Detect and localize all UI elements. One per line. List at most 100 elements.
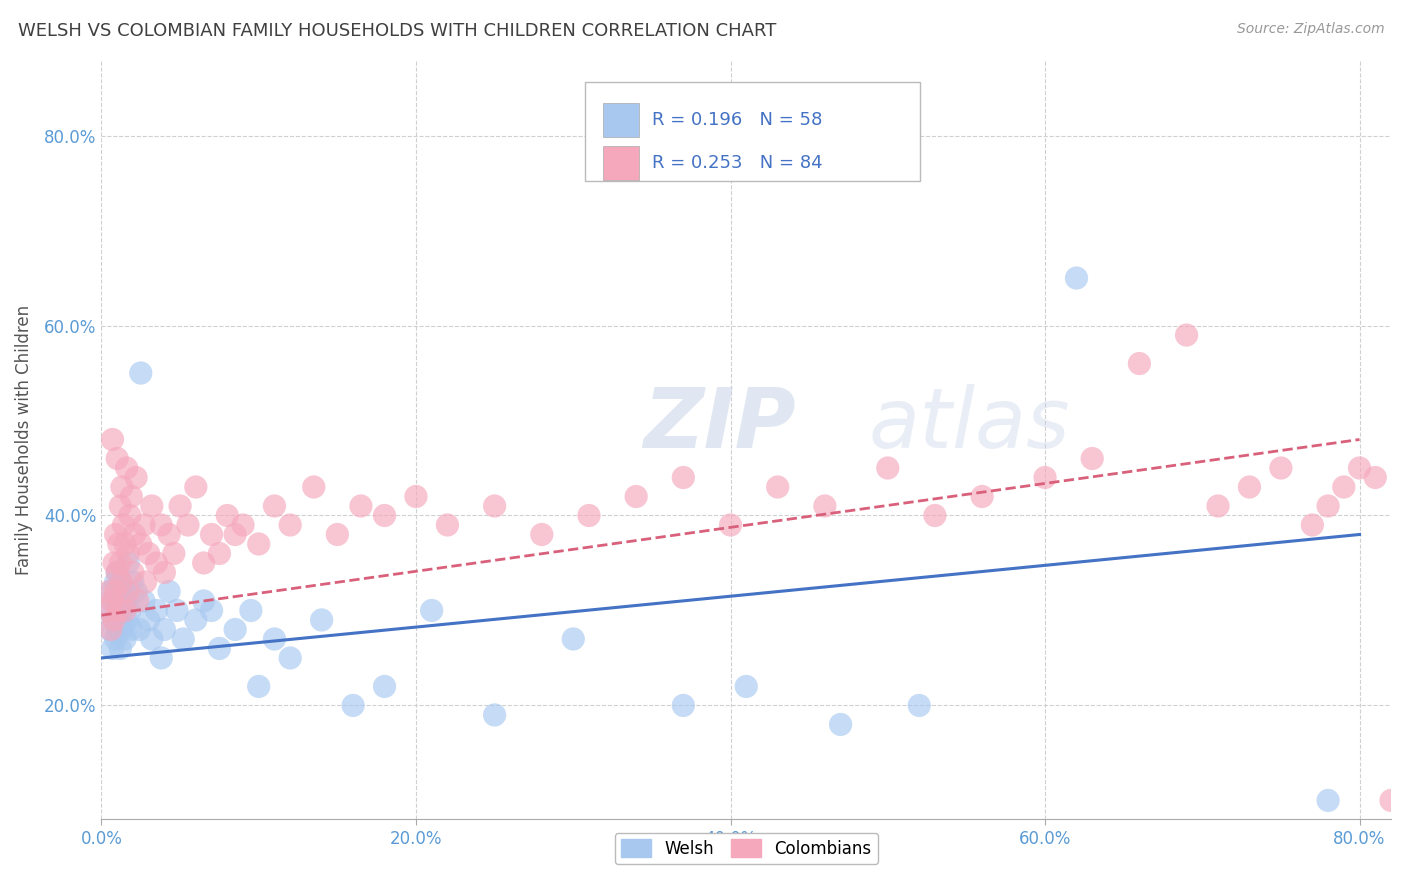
Point [129, 537, 152, 551]
Point [239, 603, 262, 617]
Text: R = 0.253   N = 84: R = 0.253 N = 84 [652, 154, 823, 172]
Point [107, 537, 129, 551]
Point [103, 556, 125, 570]
Point [876, 461, 898, 475]
Point [169, 499, 191, 513]
Point [98, 603, 121, 617]
Point [132, 518, 155, 533]
Point [105, 623, 128, 637]
Point [562, 632, 585, 646]
Point [107, 594, 129, 608]
Point [1301, 518, 1323, 533]
Point [111, 623, 134, 637]
Point [141, 632, 163, 646]
Point [103, 594, 125, 608]
Point [117, 546, 139, 560]
Point [129, 366, 152, 380]
Point [766, 480, 789, 494]
Point [118, 508, 141, 523]
Point [114, 603, 136, 617]
Point [163, 546, 186, 560]
Point [224, 527, 246, 541]
Point [624, 490, 647, 504]
Point [111, 603, 134, 617]
Point [311, 613, 333, 627]
Point [101, 641, 124, 656]
Point [114, 632, 136, 646]
Point [224, 623, 246, 637]
Point [263, 632, 285, 646]
Point [177, 518, 200, 533]
Point [172, 632, 194, 646]
Point [157, 527, 180, 541]
Point [105, 566, 128, 580]
Point [125, 470, 148, 484]
Point [184, 480, 207, 494]
Point [141, 499, 163, 513]
Point [124, 527, 146, 541]
Point [115, 613, 138, 627]
Point [112, 584, 135, 599]
Point [103, 613, 125, 627]
Point [530, 527, 553, 541]
Point [97, 603, 120, 617]
Point [350, 499, 373, 513]
Point [145, 556, 167, 570]
Point [166, 603, 188, 617]
Point [107, 603, 129, 617]
Point [111, 574, 134, 589]
Point [138, 613, 160, 627]
Point [153, 566, 176, 580]
Point [157, 584, 180, 599]
Point [101, 594, 124, 608]
Point [302, 480, 325, 494]
Point [278, 651, 301, 665]
Point [122, 566, 145, 580]
Point [1348, 461, 1371, 475]
Point [1081, 451, 1104, 466]
Point [193, 594, 215, 608]
Point [112, 518, 135, 533]
FancyBboxPatch shape [603, 146, 640, 180]
Point [436, 518, 458, 533]
Point [110, 556, 132, 570]
Point [1206, 499, 1229, 513]
Point [484, 708, 506, 723]
Point [104, 584, 127, 599]
Point [1270, 461, 1292, 475]
Point [1333, 480, 1355, 494]
Point [128, 623, 150, 637]
Point [132, 594, 155, 608]
Point [110, 641, 132, 656]
Point [117, 584, 139, 599]
Point [117, 556, 139, 570]
Point [1317, 793, 1340, 807]
Point [134, 574, 156, 589]
Point [814, 499, 837, 513]
Point [103, 613, 125, 627]
Point [924, 508, 946, 523]
Point [420, 603, 443, 617]
Point [1128, 357, 1150, 371]
Text: atlas: atlas [869, 384, 1070, 465]
Point [263, 499, 285, 513]
Point [1239, 480, 1261, 494]
Point [1066, 271, 1088, 285]
Point [1396, 546, 1406, 560]
Point [1175, 328, 1198, 343]
Point [1317, 499, 1340, 513]
Point [127, 594, 149, 608]
Point [122, 574, 145, 589]
Point [98, 623, 121, 637]
Point [111, 480, 134, 494]
Point [908, 698, 931, 713]
Point [104, 632, 127, 646]
Text: WELSH VS COLOMBIAN FAMILY HOUSEHOLDS WITH CHILDREN CORRELATION CHART: WELSH VS COLOMBIAN FAMILY HOUSEHOLDS WIT… [18, 22, 776, 40]
Point [405, 490, 427, 504]
Point [125, 584, 148, 599]
Point [247, 537, 270, 551]
Point [120, 490, 142, 504]
Point [342, 698, 364, 713]
Point [105, 566, 128, 580]
Point [247, 680, 270, 694]
